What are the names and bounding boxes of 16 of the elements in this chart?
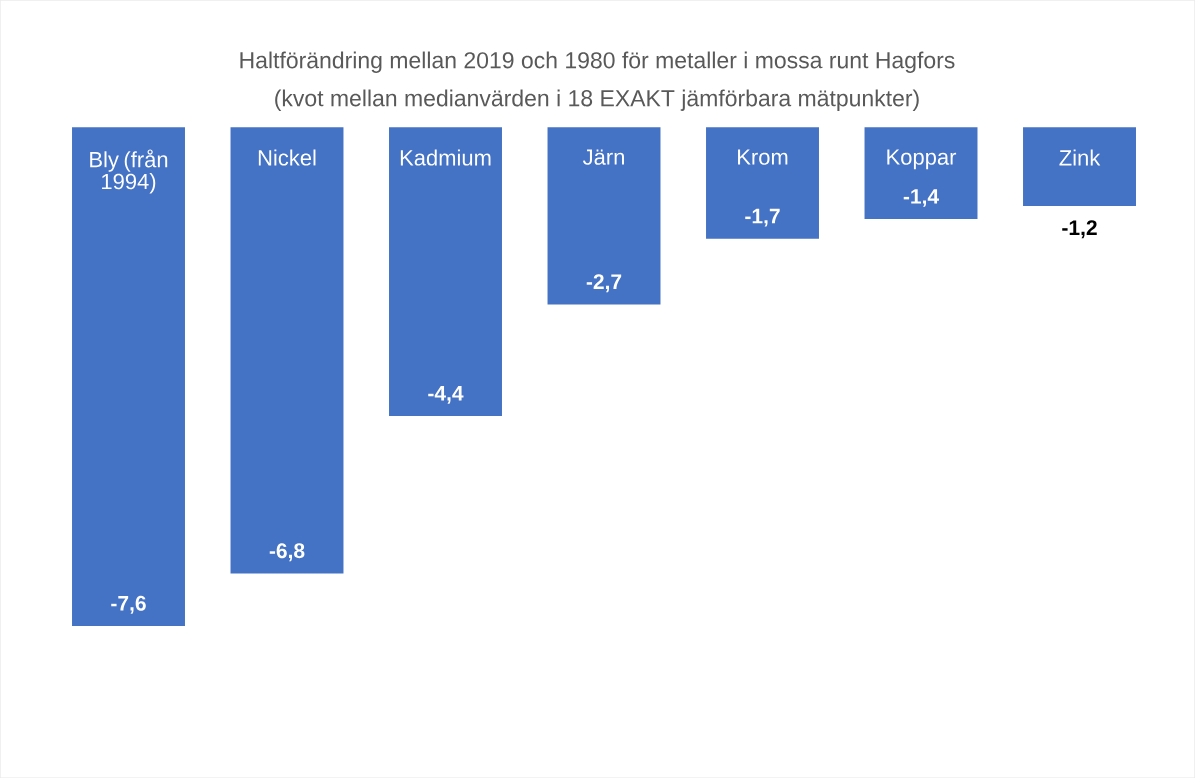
- data-label: -4,4: [428, 385, 464, 404]
- chart-title: Haltförändring mellan 2019 och 1980 för metaller i mossa runt Hagfors: [240, 51, 955, 73]
- data-label: -2,7: [586, 274, 622, 293]
- x-tick-label: Koppar: [887, 149, 957, 170]
- data-label: -7,6: [111, 595, 146, 614]
- data-label: -1,4: [903, 189, 939, 207]
- chart-subtitle: (kvot mellan medianvärden i 18 EXAKT jämförbara mätpunkter): [275, 89, 919, 111]
- x-tick-label: Kadmium: [400, 149, 491, 166]
- data-label: -1,7: [745, 208, 780, 227]
- x-tick-label: Nickel: [258, 149, 316, 166]
- x-tick-label: Bly (från 1994): [90, 149, 168, 194]
- x-tick-label: Krom: [738, 149, 788, 165]
- data-label: -6,8: [269, 543, 305, 562]
- data-label: -1,2: [1062, 220, 1097, 239]
- x-tick-label: Zink: [1059, 149, 1101, 166]
- x-tick-label: Järn: [582, 149, 624, 165]
